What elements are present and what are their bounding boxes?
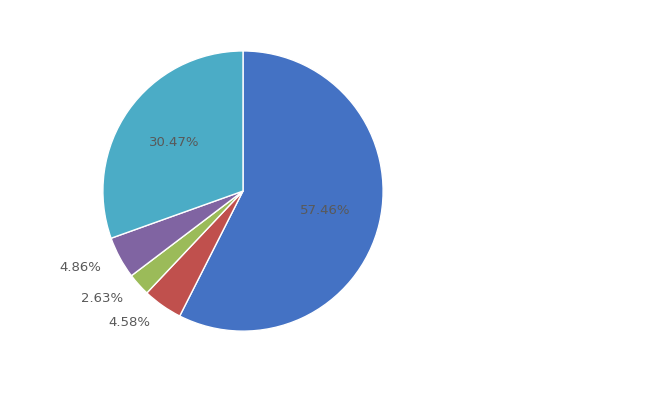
- Text: 4.86%: 4.86%: [60, 261, 101, 274]
- Wedge shape: [111, 191, 243, 276]
- Text: 2.63%: 2.63%: [81, 292, 123, 305]
- Text: 4.58%: 4.58%: [108, 316, 150, 330]
- Wedge shape: [103, 51, 243, 238]
- Wedge shape: [132, 191, 243, 293]
- Wedge shape: [179, 51, 383, 331]
- Text: 57.46%: 57.46%: [299, 204, 350, 217]
- Wedge shape: [147, 191, 243, 316]
- Text: 30.47%: 30.47%: [149, 136, 200, 149]
